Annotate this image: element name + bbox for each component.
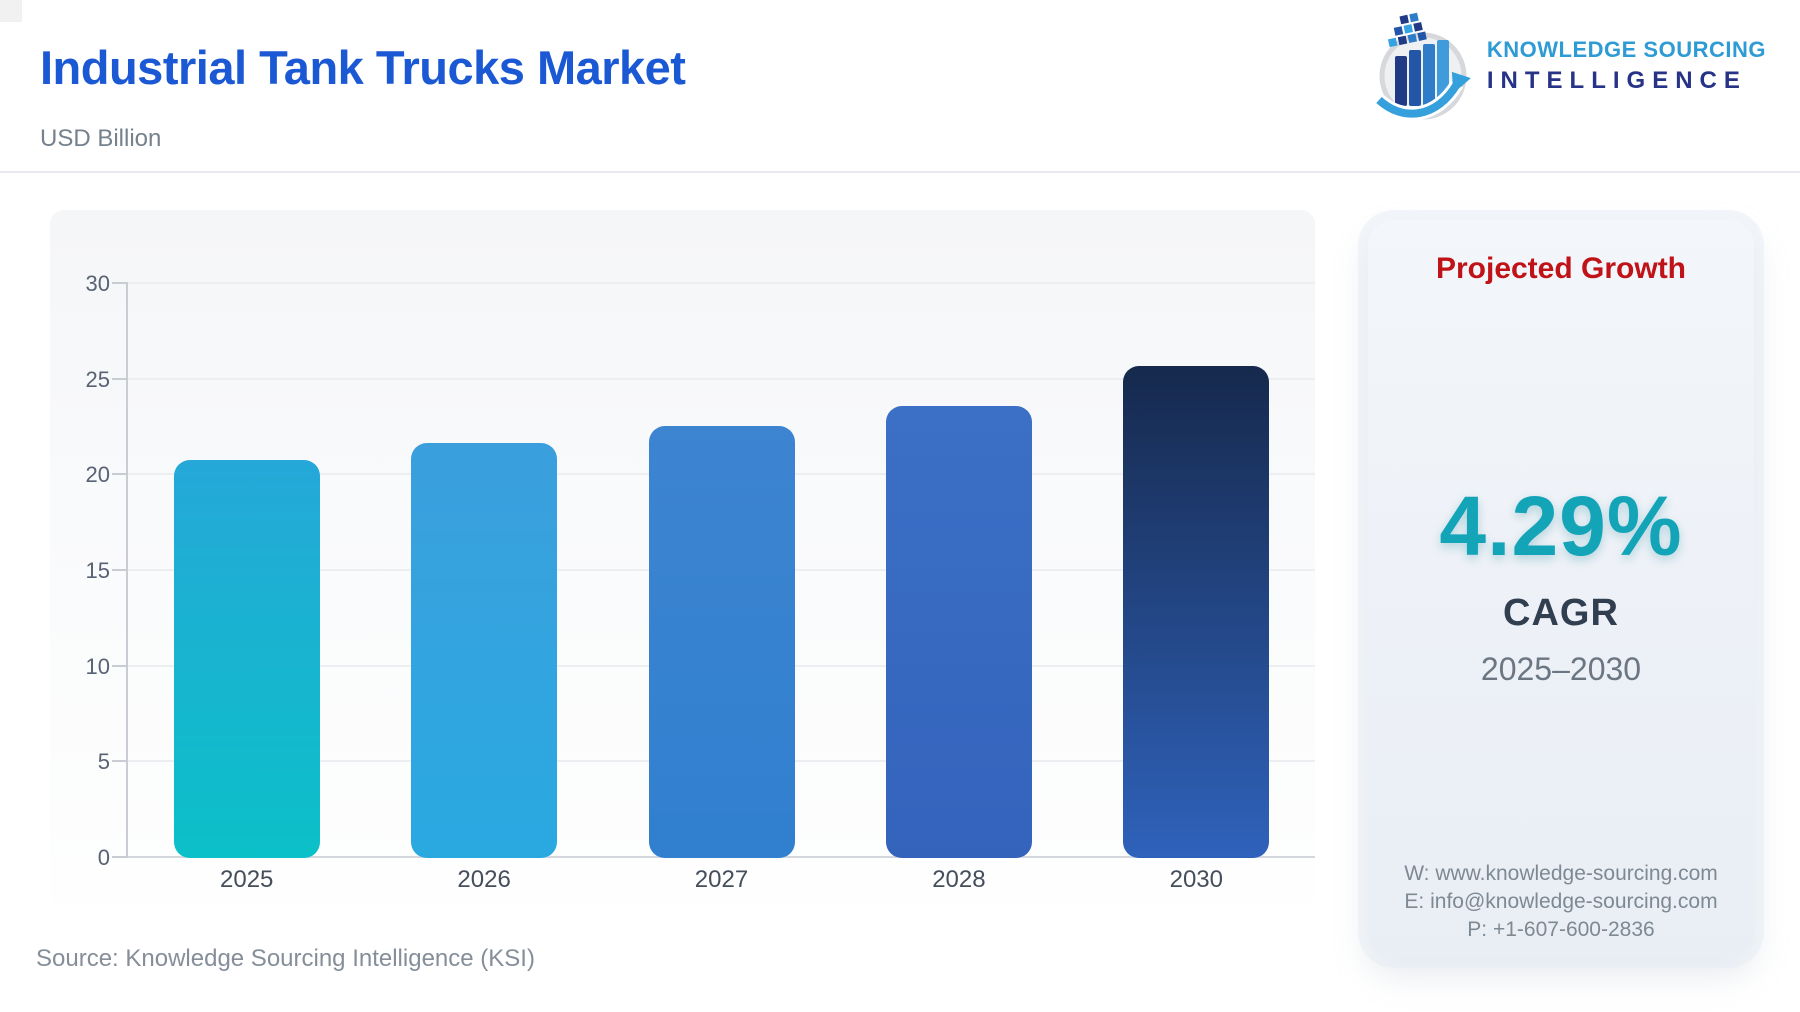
y-axis-label-0: 0 bbox=[97, 845, 110, 870]
contact-block: W: www.knowledge-sourcing.com E: info@kn… bbox=[1368, 860, 1754, 944]
ksi-logo-icon bbox=[1374, 12, 1471, 120]
ksi-logo-text: KNOWLEDGE SOURCING INTELLIGENCE bbox=[1487, 37, 1766, 95]
y-tick-10 bbox=[112, 664, 128, 667]
contact-website: W: www.knowledge-sourcing.com bbox=[1404, 862, 1718, 885]
y-tick-20 bbox=[112, 473, 128, 476]
y-axis-spine bbox=[126, 284, 128, 858]
cagr-label: CAGR bbox=[1503, 592, 1619, 634]
source-note: Source: Knowledge Sourcing Intelligence … bbox=[36, 945, 535, 972]
logo-line1: KNOWLEDGE SOURCING bbox=[1486, 37, 1766, 62]
page-title: Industrial Tank Trucks Market bbox=[40, 41, 686, 94]
y-tick-30 bbox=[112, 282, 128, 284]
page-subtitle: USD Billion bbox=[40, 125, 162, 152]
cagr-period: 2025–2030 bbox=[1480, 651, 1642, 687]
bar-2027 bbox=[648, 425, 795, 858]
x-axis-label-2028: 2028 bbox=[932, 866, 986, 893]
bar-2030 bbox=[1123, 366, 1270, 858]
x-axis-label-2026: 2026 bbox=[457, 866, 511, 893]
y-axis-label-20: 20 bbox=[85, 462, 110, 488]
header-divider bbox=[0, 171, 1800, 173]
bar-2025 bbox=[173, 460, 320, 858]
bar-2028 bbox=[885, 406, 1032, 858]
cagr-value: 4.29% bbox=[1439, 479, 1683, 573]
x-axis-label-2025: 2025 bbox=[219, 866, 274, 893]
gridline-30 bbox=[128, 282, 1315, 284]
y-tick-25 bbox=[112, 377, 128, 380]
corner-artifact bbox=[0, 0, 22, 22]
y-tick-0 bbox=[112, 856, 128, 858]
y-tick-15 bbox=[112, 569, 128, 571]
x-axis-label-2030: 2030 bbox=[1169, 866, 1223, 893]
x-axis-label-2027: 2027 bbox=[694, 866, 749, 893]
y-axis-label-10: 10 bbox=[85, 653, 110, 679]
contact-phone: P: +1-607-600-2836 bbox=[1467, 918, 1655, 941]
plot-area: 0 5 10 15 20 25 30 2025 2026 2027 2028 2030 bbox=[86, 271, 1315, 893]
y-axis-label-5: 5 bbox=[97, 749, 110, 775]
y-axis-label-30: 30 bbox=[85, 271, 110, 296]
projected-growth-panel: Projected Growth 4.29% CAGR 2025–2030 W:… bbox=[1368, 220, 1754, 958]
y-axis-label-25: 25 bbox=[85, 366, 110, 392]
logo-line2: INTELLIGENCE bbox=[1486, 67, 1747, 94]
y-tick-5 bbox=[112, 760, 128, 763]
contact-email: E: info@knowledge-sourcing.com bbox=[1404, 890, 1718, 913]
y-axis-label-15: 15 bbox=[85, 558, 110, 583]
ksi-logo: KNOWLEDGE SOURCING INTELLIGENCE bbox=[1373, 12, 1766, 120]
gridline-25 bbox=[128, 377, 1315, 380]
projected-growth-title: Projected Growth bbox=[1435, 252, 1687, 285]
bar-2026 bbox=[411, 442, 558, 858]
